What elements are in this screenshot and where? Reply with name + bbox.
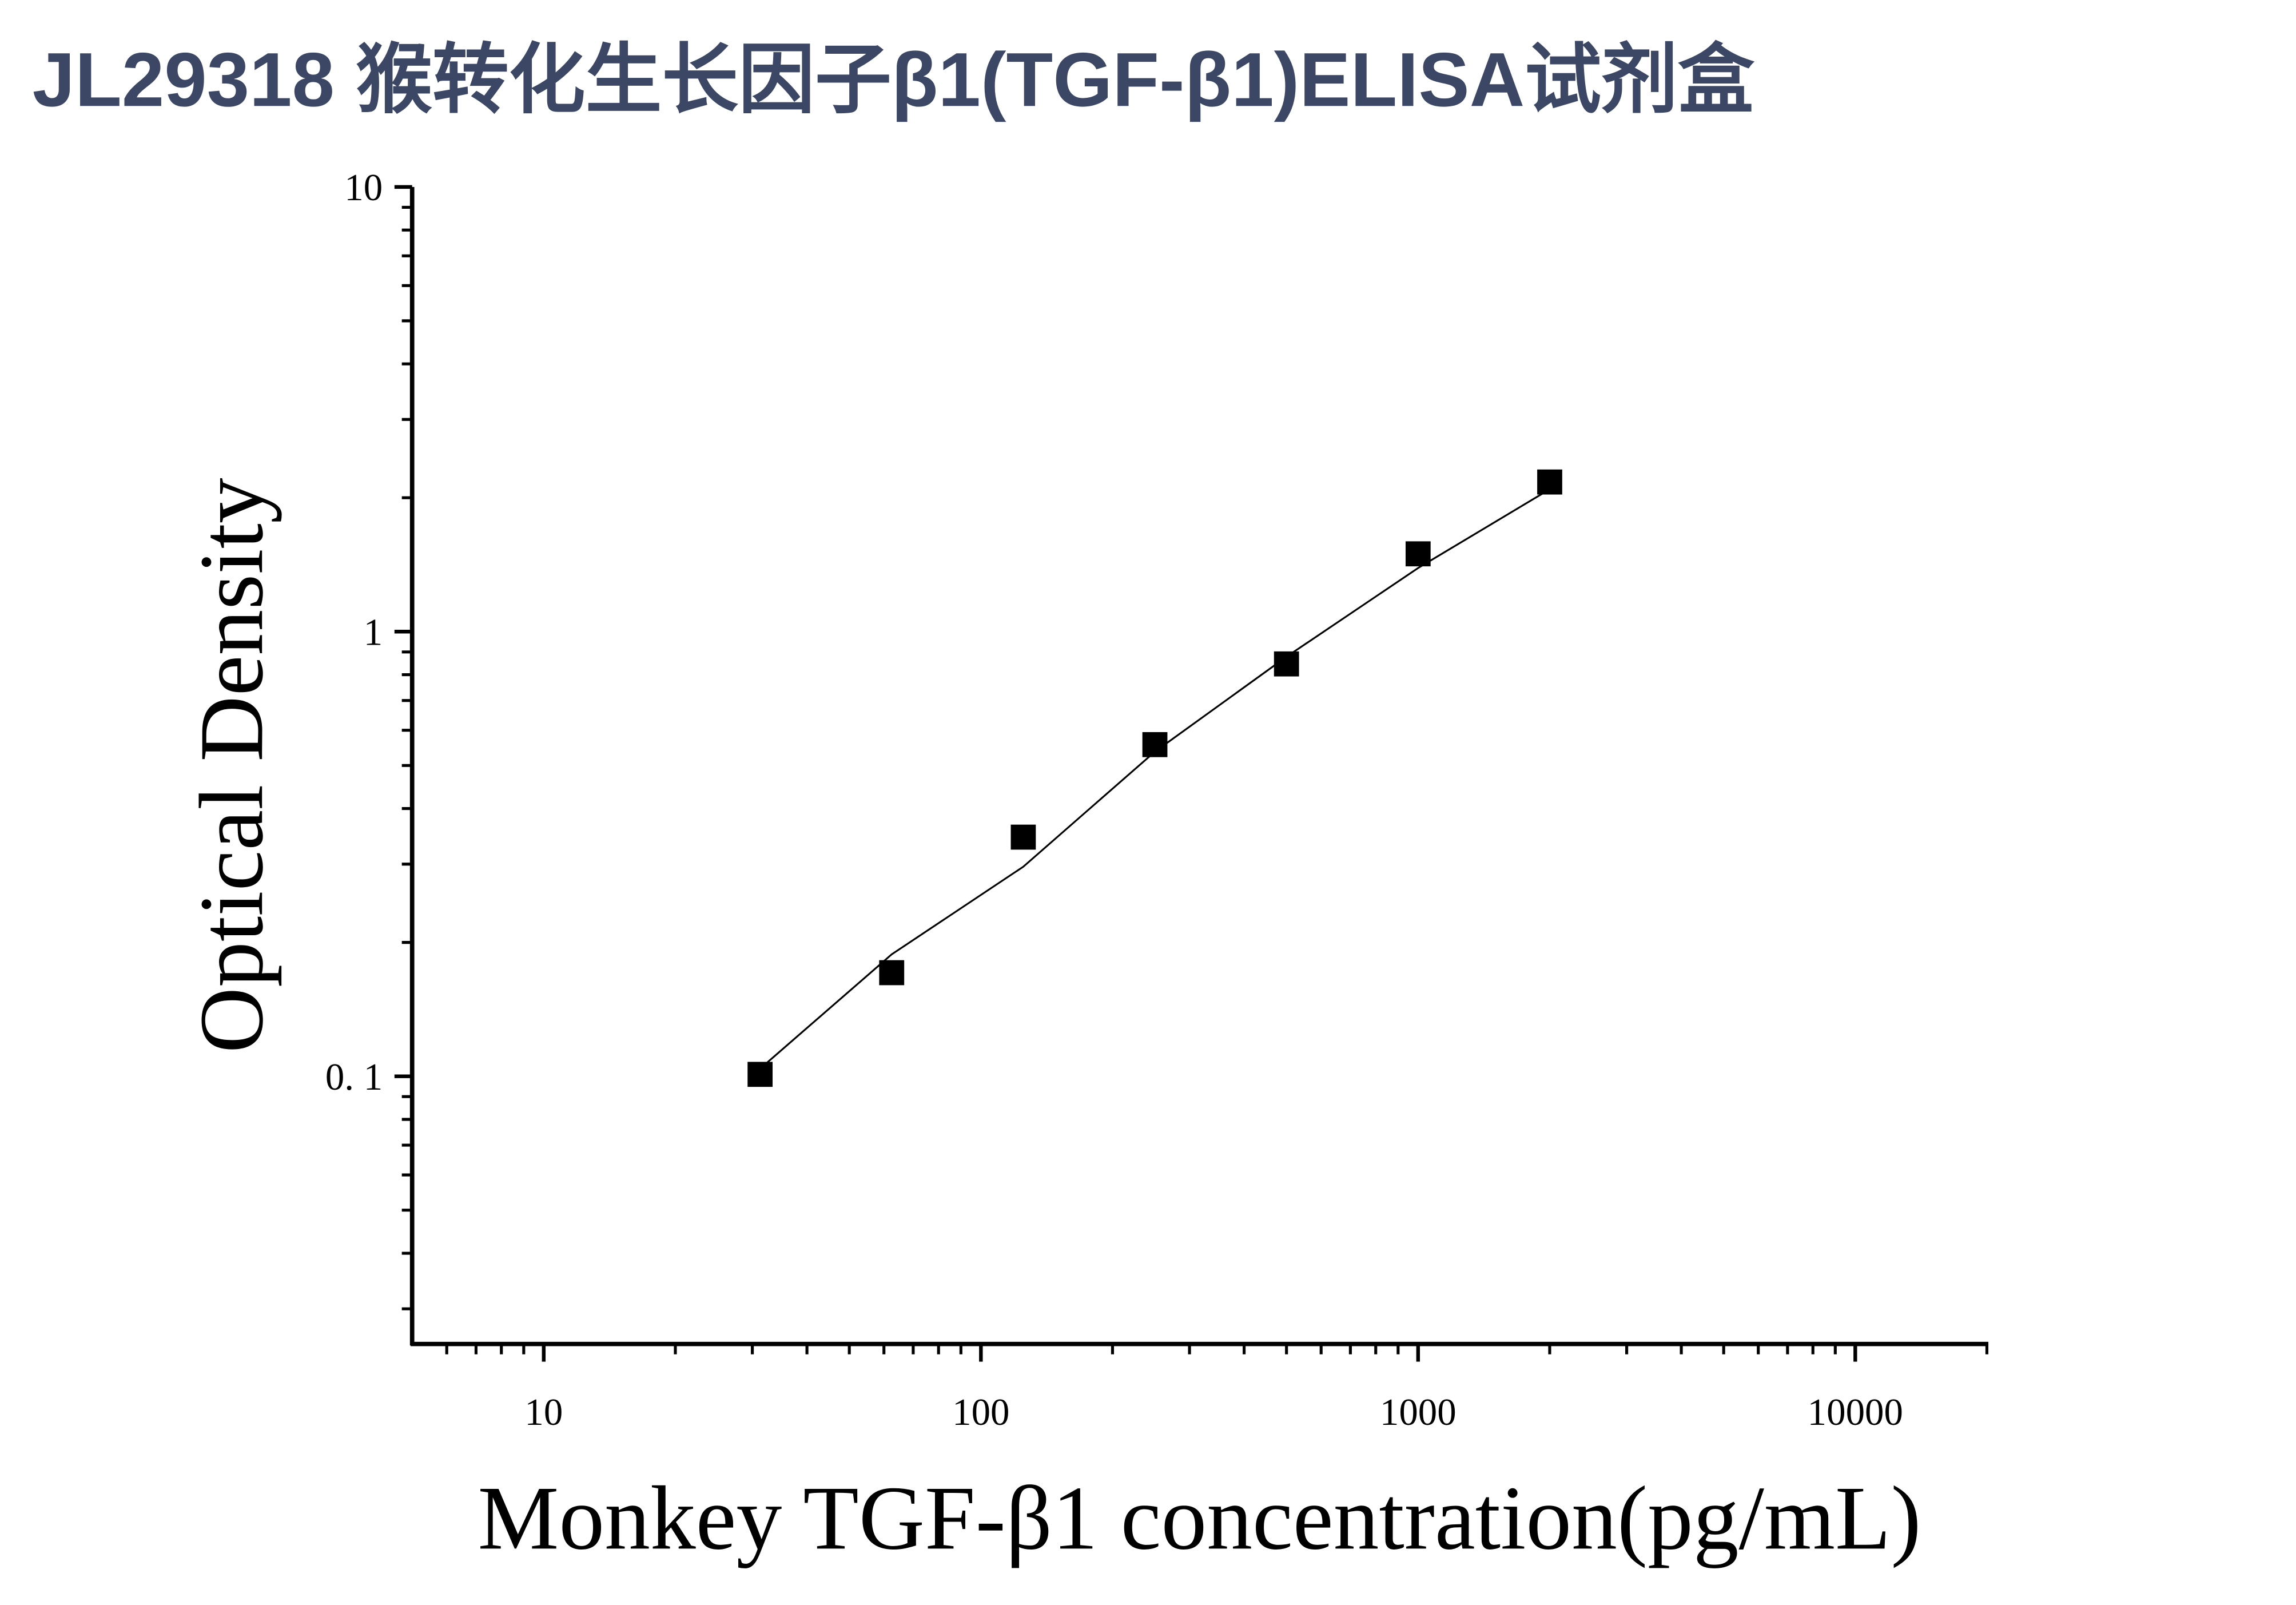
x-tick-label: 10000 <box>1808 1391 1903 1433</box>
fit-curve <box>759 488 1550 1070</box>
chart-title: JL29318 猴转化生长因子β1(TGF-β1)ELISA试剂盒 <box>33 37 1755 122</box>
data-point <box>879 960 905 986</box>
data-point <box>1142 732 1168 757</box>
data-point <box>1010 824 1036 850</box>
data-point <box>1274 651 1299 677</box>
y-axis-label: Optical Density <box>181 478 282 1053</box>
x-tick-label: 10 <box>524 1391 563 1433</box>
x-axis-label: Monkey TGF-β1 concentration(pg/mL) <box>478 1467 1921 1568</box>
y-tick-label: 10 <box>344 166 383 209</box>
y-tick-label: 0. 1 <box>325 1056 383 1098</box>
y-tick-label: 1 <box>364 611 383 653</box>
x-tick-label: 100 <box>952 1391 1009 1433</box>
data-point <box>1405 541 1431 567</box>
x-tick-label: 1000 <box>1380 1391 1457 1433</box>
data-point <box>1537 469 1562 495</box>
data-point <box>747 1062 773 1087</box>
